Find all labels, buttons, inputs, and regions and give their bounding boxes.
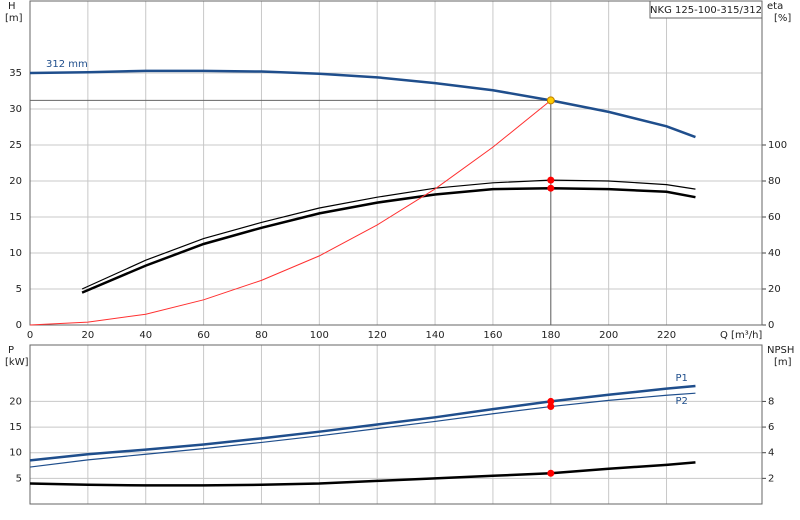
chart-title: NKG 125-100-315/312 — [650, 5, 762, 16]
y2-tick-label: 20 — [768, 284, 781, 295]
x-tick-label: 60 — [197, 330, 210, 341]
series-label: P1 — [675, 373, 687, 384]
chart-panel: 0 20 40 60 80 100 120 140 160 180 200 2200510152025… — [5, 0, 791, 341]
operating-point — [547, 176, 555, 184]
y-tick-label: 20 — [9, 396, 22, 407]
curve — [81, 179, 696, 290]
x-tick-label: 160 — [483, 330, 502, 341]
operating-point — [547, 397, 555, 405]
x-tick-label: 180 — [541, 330, 560, 341]
y2-axis-label: NPSH — [767, 345, 794, 356]
x-tick-label: 120 — [368, 330, 387, 341]
y2-tick-label: 40 — [768, 248, 781, 259]
y-tick-label: 0 — [16, 320, 22, 331]
y-tick-label: 10 — [9, 248, 22, 259]
curve — [29, 69, 696, 139]
operating-point — [547, 403, 555, 411]
y-tick-label: 5 — [16, 284, 22, 295]
x-tick-label: 200 — [599, 330, 618, 341]
curve — [81, 186, 696, 294]
plot-frame — [29, 0, 763, 326]
curve — [29, 99, 552, 326]
y2-tick-label: 100 — [768, 140, 787, 151]
operating-point — [547, 184, 555, 192]
x-tick-label: 100 — [310, 330, 329, 341]
y-axis-label: P — [8, 345, 14, 356]
y-tick-label: 30 — [9, 104, 22, 115]
curve — [29, 384, 696, 462]
y-tick-label: 5 — [16, 473, 22, 484]
x-tick-label: 40 — [139, 330, 152, 341]
y2-axis-unit: [m] — [774, 357, 792, 368]
x-tick-label: 140 — [426, 330, 445, 341]
y2-axis-unit: [%] — [774, 13, 791, 24]
series-label: 312 mm — [46, 59, 88, 70]
x-axis-label: Q [m³/h] — [720, 330, 762, 341]
y-tick-label: 15 — [9, 212, 22, 223]
title-box — [649, 0, 763, 19]
y-axis-label: H — [8, 1, 16, 12]
series-label: P2 — [675, 396, 687, 407]
y-tick-label: 35 — [9, 68, 22, 79]
y-tick-label: 25 — [9, 140, 22, 151]
operating-point — [546, 96, 555, 105]
y2-axis-label: eta — [767, 1, 783, 12]
x-tick-label: 0 — [27, 330, 33, 341]
x-tick-label: 20 — [81, 330, 94, 341]
y2-tick-label: 8 — [768, 396, 774, 407]
y-axis-unit: [m] — [5, 13, 23, 24]
y2-tick-label: 60 — [768, 212, 781, 223]
y2-tick-label: 80 — [768, 176, 781, 187]
plot-frame — [29, 344, 763, 505]
y2-tick-label: 2 — [768, 473, 774, 484]
curve — [29, 392, 696, 468]
y2-tick-label: 0 — [768, 320, 774, 331]
y-tick-label: 15 — [9, 422, 22, 433]
x-tick-label: 220 — [657, 330, 676, 341]
y2-tick-label: 4 — [768, 448, 774, 459]
operating-point — [547, 469, 555, 477]
x-tick-label: 80 — [255, 330, 268, 341]
chart-panel: 5 10 15 20 2 4 6 8 P[kW] NPSH[m] P1 P2 — [5, 344, 794, 505]
y-tick-label: 20 — [9, 176, 22, 187]
y2-tick-label: 6 — [768, 422, 774, 433]
curve — [29, 461, 696, 487]
y-tick-label: 10 — [9, 448, 22, 459]
y-axis-unit: [kW] — [5, 357, 29, 368]
